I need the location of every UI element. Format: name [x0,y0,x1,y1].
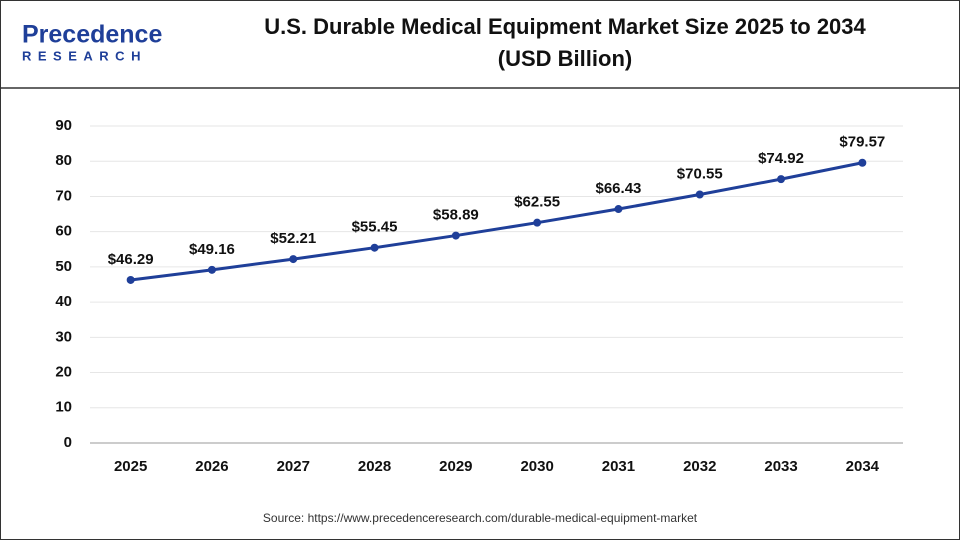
value-label: $74.92 [758,150,804,167]
x-tick-label: 2029 [439,458,472,475]
point [533,218,542,227]
value-label: $58.89 [433,207,479,224]
point [289,255,298,264]
point [126,275,135,284]
x-tick-label: 2026 [195,458,228,475]
value-label: $52.21 [270,230,316,247]
y-tick-label: 40 [55,293,72,310]
point [777,175,786,184]
logo-name: Precedence [22,21,162,49]
value-label: $55.45 [352,219,398,236]
y-tick-label: 50 [55,258,72,275]
value-label: $66.43 [596,180,642,197]
value-label: $62.55 [514,194,560,211]
x-tick-label: 2031 [602,458,635,475]
point [451,231,460,240]
value-label: $46.29 [108,251,154,268]
x-tick-label: 2025 [114,458,147,475]
y-tick-label: 30 [55,328,72,345]
value-label: $49.16 [189,241,235,258]
x-tick-label: 2034 [846,458,880,475]
x-tick-label: 2033 [764,458,797,475]
y-tick-label: 10 [55,399,72,416]
y-tick-label: 0 [64,434,72,451]
y-tick-label: 60 [55,223,72,240]
x-tick-label: 2028 [358,458,391,475]
y-tick-label: 90 [55,117,72,134]
chart-subtitle: (USD Billion) [498,46,632,71]
point [614,205,623,214]
chart-title: U.S. Durable Medical Equipment Market Si… [264,14,866,39]
value-label: $79.57 [839,134,885,151]
source: Source: https://www.precedenceresearch.c… [263,511,698,525]
y-tick-label: 20 [55,364,72,381]
value-label: $70.55 [677,165,723,182]
line [130,161,863,282]
point [207,265,216,274]
y-tick-label: 70 [55,187,72,204]
x-tick-label: 2030 [520,458,553,475]
y-tick-label: 80 [55,152,72,169]
x-tick-label: 2032 [683,458,716,475]
point [370,243,379,252]
point [695,190,704,199]
x-tick-label: 2027 [277,458,310,475]
logo-tagline: RESEARCH [22,48,147,63]
point [858,158,867,167]
